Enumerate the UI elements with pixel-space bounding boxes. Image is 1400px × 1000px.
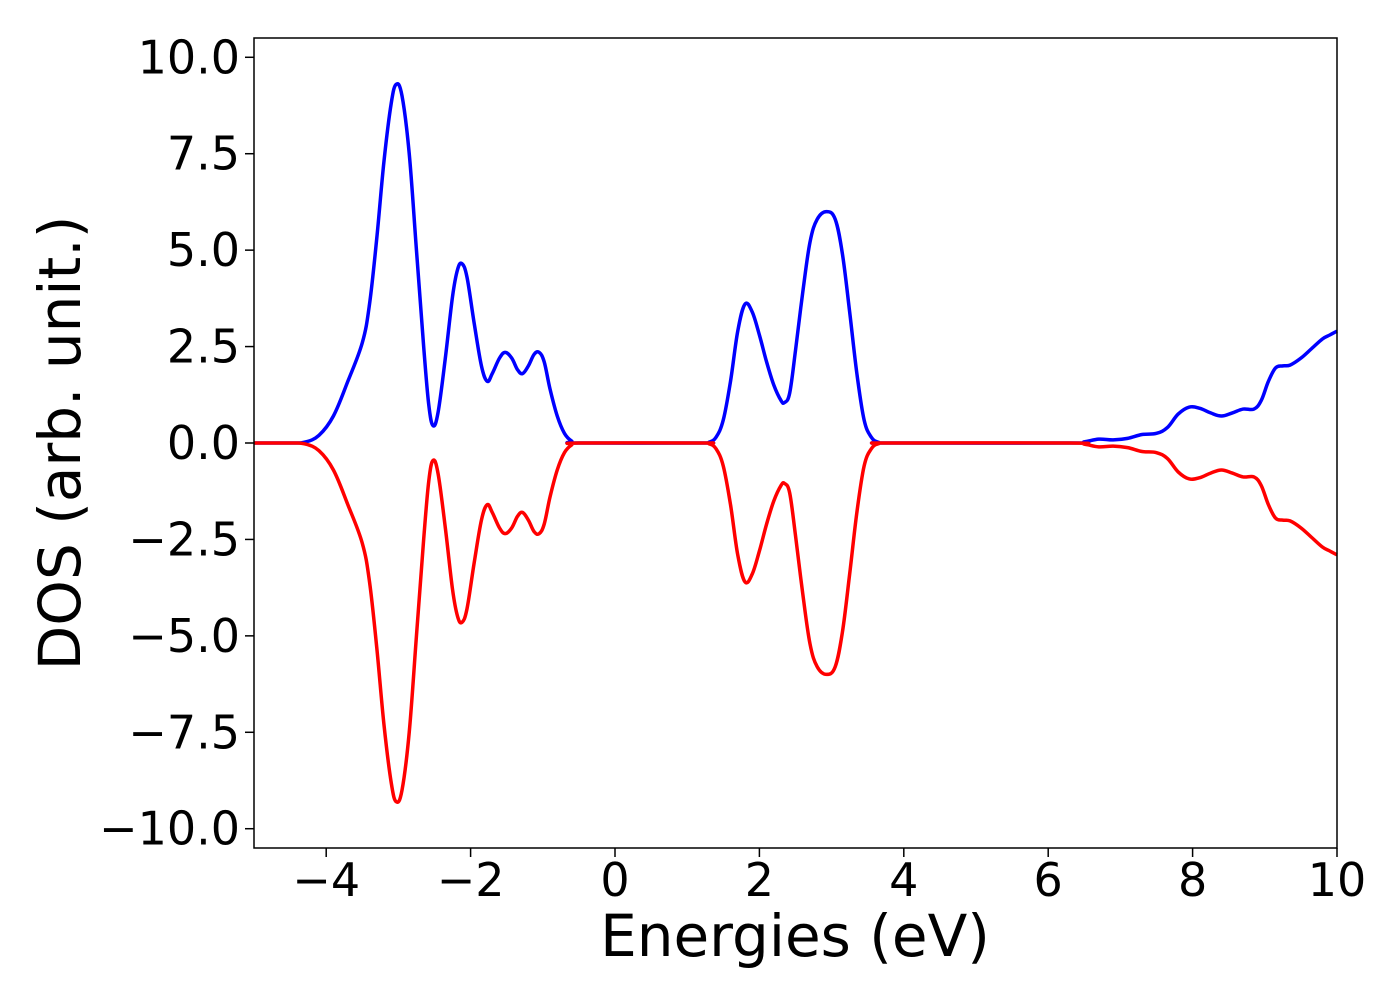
- y-tick-label: 0.0: [167, 416, 240, 470]
- series-line-red: [253, 441, 1338, 804]
- series-line-blue: [253, 82, 1338, 445]
- x-tick-label: 4: [889, 853, 918, 907]
- y-tick-label: 5.0: [167, 223, 240, 277]
- x-tick-label: 2: [745, 853, 774, 907]
- y-tick-label: −2.5: [128, 512, 240, 566]
- y-axis-ticks: 10.0 7.5 5.0 2.5 0.0 −2.5 −5.0 −7.5 −10.0: [99, 30, 254, 856]
- x-axis-label: Energies (eV): [600, 902, 990, 970]
- y-tick-label: −5.0: [128, 609, 240, 663]
- y-tick-label: −7.5: [128, 705, 240, 759]
- y-tick-label: −10.0: [99, 802, 240, 856]
- x-tick-label: 10: [1308, 853, 1367, 907]
- series-layer: [253, 82, 1338, 804]
- y-tick-label: 7.5: [167, 127, 240, 181]
- x-tick-label: 8: [1178, 853, 1207, 907]
- x-tick-label: 6: [1034, 853, 1063, 907]
- y-tick-label: 10.0: [138, 30, 240, 84]
- x-tick-label: −2: [437, 853, 505, 907]
- y-tick-label: 2.5: [167, 320, 240, 374]
- x-axis-ticks: −4 −2 0 2 4 6 8 10: [292, 848, 1366, 907]
- plot-frame: [253, 37, 1338, 849]
- x-tick-label: −4: [292, 853, 360, 907]
- y-axis-label: DOS (arb. unit.): [26, 216, 94, 671]
- x-tick-label: 0: [600, 853, 629, 907]
